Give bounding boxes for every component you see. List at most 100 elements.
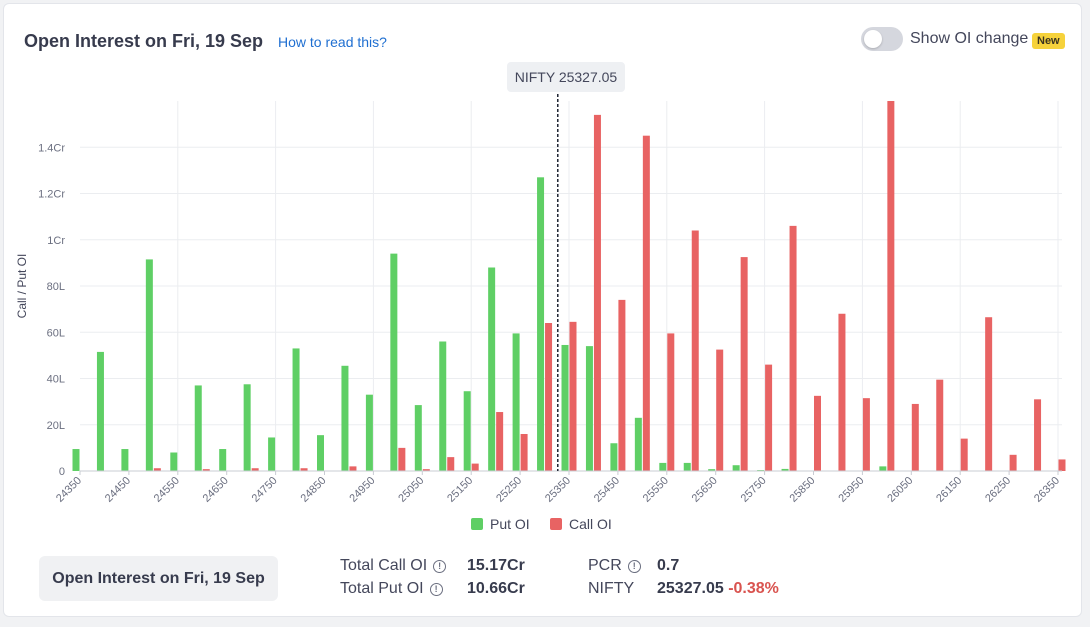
x-tick-label: 24350	[54, 475, 84, 505]
legend-call-label: Call OI	[569, 516, 612, 532]
x-tick-label: 26350	[1032, 475, 1062, 505]
call-oi-bar	[1009, 454, 1017, 471]
call-oi-bar	[471, 463, 479, 471]
x-tick-label: 25750	[739, 475, 769, 505]
call-oi-bar	[202, 469, 210, 471]
call-oi-bar	[422, 469, 430, 471]
call-oi-bar	[740, 257, 748, 471]
call-oi-bar	[642, 135, 650, 471]
call-oi-bar	[765, 364, 773, 471]
legend-put-label: Put OI	[490, 516, 530, 532]
y-tick-label: 40L	[47, 374, 65, 386]
x-tick-label: 24550	[152, 475, 182, 505]
put-oi-bar	[512, 333, 520, 471]
call-oi-bar	[985, 317, 993, 471]
put-oi-bar	[390, 253, 398, 471]
put-oi-bar	[537, 177, 545, 471]
total-put-oi-value: 10.66Cr	[467, 580, 525, 597]
call-oi-bar	[1034, 399, 1042, 471]
y-tick-label: 20L	[47, 420, 65, 432]
call-oi-bar	[814, 395, 821, 471]
spot-price-label: NIFTY 25327.05	[507, 62, 625, 92]
call-oi-bar	[911, 403, 919, 471]
call-oi-bar	[153, 468, 161, 471]
put-oi-bar	[610, 443, 618, 471]
total-call-oi-value: 15.17Cr	[467, 557, 525, 574]
put-oi-bar	[121, 449, 129, 471]
put-oi-bar	[683, 462, 691, 471]
how-to-read-link[interactable]: How to read this?	[278, 34, 387, 50]
nifty-text: NIFTY	[588, 580, 635, 597]
x-tick-label: 25550	[641, 475, 671, 505]
nifty-label: NIFTY	[588, 580, 634, 598]
call-oi-bar	[447, 457, 455, 471]
y-axis-label: Call / Put OI	[15, 254, 29, 319]
call-oi-bar	[936, 379, 944, 471]
put-oi-bar	[341, 365, 349, 471]
call-oi-bar	[862, 398, 870, 471]
toggle-knob	[864, 30, 882, 48]
info-icon[interactable]: !	[429, 582, 443, 596]
put-oi-bar	[414, 405, 422, 471]
x-tick-label: 25650	[690, 475, 720, 505]
x-tick-label: 25450	[592, 475, 622, 505]
pcr-value: 0.7	[657, 557, 680, 574]
x-tick-label: 25150	[445, 475, 475, 505]
put-oi-bar	[634, 417, 642, 471]
call-oi-bar	[545, 323, 553, 471]
x-tick-label: 26250	[983, 475, 1013, 505]
x-tick-label: 24950	[347, 475, 377, 505]
call-swatch-icon	[550, 518, 562, 530]
put-oi-bar	[145, 259, 153, 471]
oi-change-toggle-label: Show OI change	[910, 30, 1029, 47]
put-oi-bar	[317, 435, 324, 471]
total-call-oi-text: Total Call OI	[340, 557, 428, 574]
put-oi-bar	[732, 465, 740, 471]
legend-call-oi[interactable]: Call OI	[550, 516, 612, 532]
y-tick-label: 80L	[47, 281, 65, 293]
oi-change-toggle[interactable]	[861, 27, 903, 51]
y-tick-label: 1.4Cr	[38, 142, 65, 154]
put-oi-bar	[268, 437, 276, 471]
call-oi-bar	[300, 468, 308, 471]
put-oi-bar	[463, 391, 471, 471]
expiry-select-button[interactable]: Open Interest on Fri, 19 Sep	[39, 556, 278, 601]
put-oi-bar	[879, 466, 887, 471]
x-tick-label: 25850	[788, 475, 818, 505]
put-oi-bar	[72, 449, 80, 471]
y-tick-label: 1.2Cr	[38, 189, 65, 201]
legend-put-oi[interactable]: Put OI	[471, 516, 530, 532]
x-tick-label: 25250	[494, 475, 524, 505]
put-oi-bar	[194, 385, 202, 471]
put-oi-bar	[170, 452, 178, 471]
pcr-label: PCR !	[588, 557, 641, 575]
x-tick-label: 25050	[396, 475, 426, 505]
x-tick-label: 24650	[201, 475, 231, 505]
call-oi-bar	[569, 321, 577, 471]
chart-title: Open Interest on Fri, 19 Sep	[24, 31, 264, 51]
oi-card: Open Interest on Fri, 19 Sep How to read…	[3, 3, 1082, 617]
call-oi-bar	[887, 101, 895, 471]
call-oi-bar	[960, 438, 968, 471]
call-oi-bar	[716, 349, 724, 471]
nifty-change: -0.38%	[728, 580, 779, 597]
pcr-text: PCR	[588, 557, 622, 574]
put-oi-bar	[96, 351, 104, 471]
total-put-oi-label: Total Put OI !	[340, 580, 443, 598]
x-tick-label: 24750	[250, 475, 280, 505]
put-oi-bar	[219, 449, 227, 471]
put-oi-bar	[561, 344, 569, 471]
nifty-price: 25327.05	[657, 580, 724, 597]
put-oi-bar	[585, 346, 593, 471]
call-oi-bar	[618, 299, 626, 471]
put-oi-bar	[292, 348, 300, 471]
call-oi-bar	[691, 230, 699, 471]
put-oi-bar	[365, 394, 373, 471]
info-icon[interactable]: !	[433, 559, 447, 573]
y-tick-label: 1Cr	[47, 235, 65, 247]
total-put-oi-text: Total Put OI	[340, 580, 424, 597]
call-oi-bar	[349, 466, 357, 471]
call-oi-bar	[593, 114, 601, 471]
info-icon[interactable]: !	[627, 559, 641, 573]
